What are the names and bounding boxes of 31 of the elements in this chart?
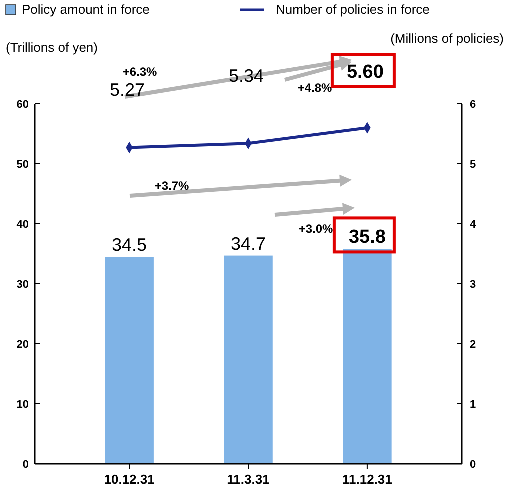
y-tick-label: 10 — [16, 399, 29, 411]
y2-tick-label: 2 — [470, 339, 476, 351]
data-label: 34.7 — [230, 234, 266, 254]
y2-tick-label: 0 — [470, 459, 476, 471]
y-tick-label: 40 — [16, 219, 29, 231]
annotation: +3.0% — [298, 222, 334, 236]
y2-tick-label: 6 — [470, 99, 476, 111]
y-tick-label: 30 — [16, 279, 29, 291]
data-label: 5.34 — [228, 66, 264, 86]
text: +6.3% — [122, 65, 158, 79]
data-label: 34.5 — [112, 235, 148, 255]
y2-axis-title: (Millions of policies) — [390, 31, 504, 46]
y-tick-label: 60 — [16, 99, 29, 111]
data-label: 5.60 — [346, 62, 384, 83]
annotation: +3.7% — [154, 179, 190, 193]
y2-tick-label: 3 — [470, 279, 476, 291]
x-tick-label: 11.3.31 — [227, 472, 270, 487]
y-tick-label: 50 — [16, 159, 29, 171]
data-label: 5.27 — [110, 80, 146, 100]
y-tick-label: 0 — [22, 459, 29, 471]
y-axis-title: (Trillions of yen) — [6, 40, 98, 55]
y-tick-label: 20 — [16, 339, 29, 351]
text: +4.8% — [298, 81, 333, 95]
legend-label: Policy amount in force — [22, 2, 150, 17]
y2-tick-label: 4 — [470, 219, 477, 231]
legend-label: Number of policies in force — [276, 2, 430, 17]
y2-tick-label: 1 — [470, 399, 476, 411]
y2-tick-label: 5 — [470, 159, 476, 171]
x-tick-label: 10.12.31 — [104, 472, 155, 487]
data-label: 35.8 — [348, 227, 386, 248]
x-tick-label: 11.12.31 — [342, 472, 392, 487]
